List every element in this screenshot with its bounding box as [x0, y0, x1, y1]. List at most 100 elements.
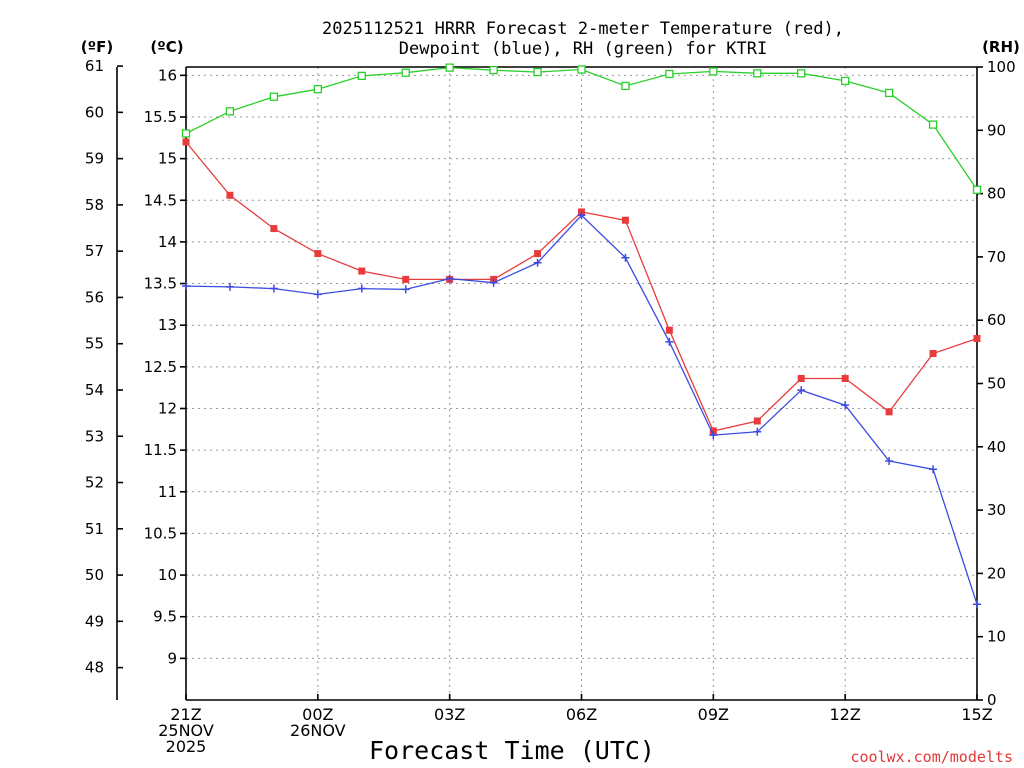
temperature-point	[885, 408, 893, 416]
x-tick-label: 03Z	[434, 705, 465, 724]
rh-tick-label: 60	[987, 311, 1006, 329]
rh-point	[225, 107, 235, 116]
rh-point	[269, 92, 279, 101]
temperature-point	[226, 191, 234, 199]
rh-point	[841, 76, 850, 86]
celsius-tick-label: 16	[158, 66, 177, 84]
grid-lines	[186, 67, 977, 700]
series-layer	[181, 63, 982, 609]
rh-tick-label: 20	[987, 564, 1006, 582]
dewpoint-point	[973, 600, 981, 609]
celsius-tick-label: 15.5	[144, 108, 177, 126]
x-tick-label: 21Z	[170, 705, 201, 724]
temperature-point	[797, 375, 805, 383]
dewpoint-point	[753, 427, 762, 436]
temperature-point	[314, 250, 322, 258]
rh-point	[665, 69, 674, 79]
dewpoint-point	[489, 278, 498, 287]
dewpoint-point	[445, 274, 454, 283]
celsius-axis-label: (ºC)	[150, 38, 183, 56]
x-axis-label: Forecast Time (UTC)	[369, 736, 655, 765]
dewpoint-point	[533, 258, 542, 267]
celsius-tick-label: 14	[158, 233, 177, 251]
dewpoint-point	[313, 290, 322, 299]
temperature-point	[709, 427, 717, 435]
temperature-point	[841, 375, 849, 383]
fahrenheit-tick-label: 49	[85, 612, 104, 630]
fahrenheit-tick-label: 60	[85, 103, 104, 121]
x-tick-label: 09Z	[698, 705, 729, 724]
dewpoint-point	[621, 253, 630, 262]
rh-point	[753, 69, 762, 78]
celsius-tick-label: 12.5	[144, 358, 177, 376]
temperature-point	[753, 417, 761, 425]
x-tick-label: 00Z	[302, 705, 333, 724]
dewpoint-point	[709, 431, 718, 440]
x-tick-label: 25NOV	[158, 721, 214, 740]
rh-point	[928, 120, 938, 129]
x-tick-label: 15Z	[961, 705, 992, 724]
rh-tick-label: 80	[987, 185, 1006, 203]
fahrenheit-tick-label: 56	[85, 288, 104, 306]
rh-point	[181, 129, 191, 138]
dewpoint-point	[269, 284, 278, 293]
rh-tick-label: 90	[987, 121, 1006, 139]
temperature-point	[973, 335, 981, 343]
fahrenheit-tick-label: 48	[85, 659, 104, 677]
celsius-tick-label: 9	[167, 649, 177, 667]
credit-text: coolwx.com/modelts	[850, 748, 1013, 766]
chart-title-line-2: Dewpoint (blue), RH (green) for KTRI	[399, 39, 767, 59]
rh-tick-label: 30	[987, 501, 1006, 519]
rh-tick-label: 70	[987, 248, 1006, 266]
fahrenheit-tick-label: 57	[85, 242, 104, 260]
rh-point	[797, 69, 806, 78]
fahrenheit-tick-label: 52	[85, 474, 104, 492]
rh-point	[357, 71, 366, 81]
celsius-tick-label: 11.5	[144, 441, 177, 459]
rh-tick-label: 0	[987, 691, 997, 709]
fahrenheit-tick-label: 61	[85, 57, 104, 75]
x-tick-label: 2025	[166, 737, 207, 756]
rh-tick-label: 40	[987, 438, 1006, 456]
rh-point	[577, 65, 586, 74]
fahrenheit-tick-label: 50	[85, 566, 104, 584]
rh-point	[445, 63, 454, 72]
temperature-point	[534, 250, 542, 258]
temperature-point	[182, 138, 190, 146]
fahrenheit-tick-label: 54	[85, 381, 104, 399]
chart-title-line-1: 2025112521 HRRR Forecast 2-meter Tempera…	[322, 19, 844, 39]
rh-axis-label: (RH)	[982, 38, 1020, 56]
fahrenheit-tick-label: 59	[85, 150, 104, 168]
fahrenheit-axis-label: (ºF)	[81, 38, 113, 56]
x-tick-label: 26NOV	[290, 721, 346, 740]
dewpoint-point	[182, 282, 190, 291]
x-tick-label: 12Z	[830, 705, 861, 724]
tick-labels: 9 9.5 10 10.5 11 11.5 12 12.5 13 13.5 14 14.5 15 15.5…	[85, 57, 1016, 756]
temperature-line	[185, 141, 978, 432]
dewpoint-point	[225, 282, 234, 291]
dewpoint-point	[797, 386, 806, 395]
rh-tick-label: 10	[987, 628, 1006, 646]
dewpoint-point	[577, 211, 586, 220]
rh-point	[489, 66, 498, 75]
celsius-tick-label: 14.5	[144, 191, 177, 209]
rh-point	[884, 88, 894, 98]
celsius-tick-label: 10	[158, 566, 177, 584]
celsius-tick-label: 12	[158, 399, 177, 417]
fahrenheit-tick-label: 53	[85, 427, 104, 445]
celsius-tick-label: 13	[158, 316, 177, 334]
celsius-tick-label: 15	[158, 150, 177, 168]
celsius-tick-label: 13.5	[144, 275, 177, 293]
rh-point	[972, 185, 982, 194]
fahrenheit-tick-label: 55	[85, 335, 104, 353]
rh-point	[533, 67, 542, 77]
temperature-point	[665, 326, 673, 334]
dewpoint-point	[885, 456, 894, 465]
temperature-point	[402, 275, 410, 283]
temperature-point	[929, 350, 937, 358]
celsius-tick-label: 9.5	[153, 608, 177, 626]
dewpoint-point	[401, 285, 410, 294]
rh-tick-label: 50	[987, 375, 1006, 393]
rh-point	[313, 85, 322, 94]
